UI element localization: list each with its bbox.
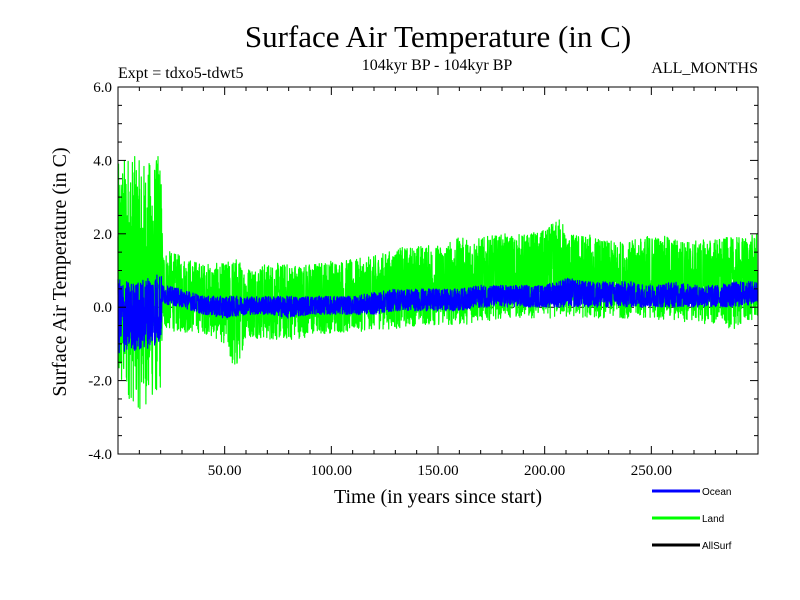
legend: Ocean Land AllSurf (652, 487, 732, 552)
plot-area (117, 155, 759, 410)
y-tick-label: 2.0 (93, 227, 112, 243)
series-line-ocean (117, 274, 759, 354)
y-axis-label: Surface Air Temperature (in C) (49, 147, 71, 396)
chart-subtitle-right: ALL_MONTHS (651, 60, 758, 77)
y-tick-label: -2.0 (88, 374, 112, 390)
y-tick-label: 4.0 (93, 153, 112, 169)
y-tick-label: -4.0 (88, 447, 112, 463)
y-tick-label: 6.0 (93, 80, 112, 96)
x-tick-label: 250.00 (631, 463, 672, 479)
legend-label-ocean: Ocean (702, 487, 731, 498)
x-tick-label: 100.00 (311, 463, 352, 479)
chart-subtitle-center: 104kyr BP - 104kyr BP (362, 57, 513, 74)
x-tick-label: 150.00 (417, 463, 458, 479)
legend-label-allsurf: AllSurf (702, 541, 732, 552)
y-tick-label: 0.0 (93, 300, 112, 316)
legend-label-land: Land (702, 514, 724, 525)
chart-title: Surface Air Temperature (in C) (245, 19, 631, 54)
chart-subtitle-left: Expt = tdxo5-tdwt5 (118, 65, 243, 82)
x-axis-label: Time (in years since start) (334, 486, 542, 508)
x-tick-label: 50.00 (208, 463, 242, 479)
x-tick-label: 200.00 (524, 463, 565, 479)
axes: 50.00 100.00 150.00 200.00 250.00 -4.0 -2.0 0.0… (88, 80, 759, 479)
